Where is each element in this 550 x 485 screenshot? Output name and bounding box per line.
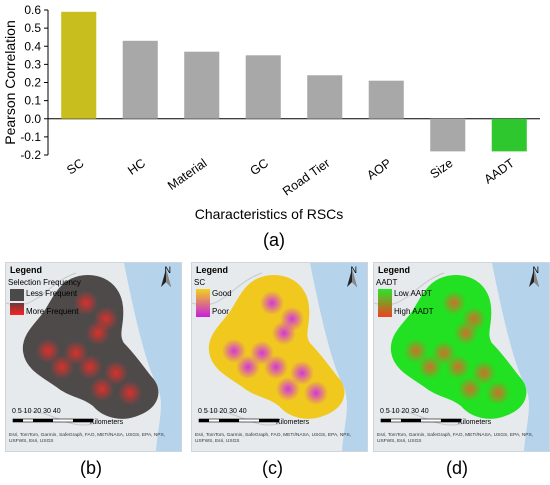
legend-item-good: Good (212, 289, 232, 298)
hotspot (446, 355, 470, 379)
bar (491, 118, 527, 152)
map-selection-frequency (6, 263, 181, 451)
map-panel-selection-frequency: Legend Selection Frequency Less Frequent… (5, 262, 182, 452)
bar (184, 51, 220, 119)
hotspot (472, 361, 496, 385)
legend-subtitle: Selection Frequency (8, 278, 81, 287)
hotspot (462, 307, 486, 331)
bar (307, 75, 343, 119)
y-tick-label: 0.5 (24, 21, 41, 35)
scale-bar (380, 418, 462, 423)
x-tick-label: Size (428, 156, 456, 181)
scale-unit: Kilometers (458, 419, 492, 426)
hotspot (118, 381, 142, 405)
hotspot (304, 381, 328, 405)
bar (61, 11, 97, 119)
legend-item-poor: Poor (212, 307, 229, 316)
scale-unit: Kilometers (276, 419, 310, 426)
legend-swatch-gradient (378, 289, 392, 317)
hotspot (90, 377, 114, 401)
map-aadt (374, 263, 549, 451)
panel-label-d: (d) (446, 458, 468, 478)
hotspot (418, 355, 442, 379)
x-tick-label: GC (248, 156, 271, 178)
water-body (492, 263, 549, 451)
north-label: N (532, 265, 540, 275)
y-tick-label: -0.2 (20, 148, 41, 162)
legend-item-more-frequent: More Frequent (26, 307, 79, 316)
map-credits: Esri, TomTom, Garmin, SafeGraph, FAO, ME… (9, 433, 166, 444)
x-tick-label: AOP (364, 156, 394, 183)
legend-title: Legend (378, 265, 411, 275)
water-body (310, 263, 367, 451)
scale-numbers: 0 5 10 20 30 40 (12, 408, 61, 415)
bar (368, 80, 404, 119)
hotspot (458, 377, 482, 401)
bar-chart: -0.2 -0.1 0.0 0.1 0.2 0.3 0.4 0.5 0.6 SC HC Materia… (2, 3, 540, 222)
hotspot (236, 355, 260, 379)
y-tick-label: 0.2 (24, 76, 41, 90)
scale-bar (12, 418, 94, 423)
legend-swatch-gradient (196, 289, 210, 317)
map-panel-aadt: Legend AADT Low AADT High AADT N 0 5 10 … (373, 262, 550, 452)
legend-subtitle: AADT (376, 278, 398, 287)
north-arrow-icon (529, 269, 539, 287)
hotspot (290, 361, 314, 385)
bar (430, 118, 466, 152)
x-tick-label: SC (64, 156, 86, 177)
x-tick-label: Road Tier (280, 156, 332, 199)
hotspot (104, 361, 128, 385)
hotspot (264, 355, 288, 379)
north-arrow-icon (161, 269, 171, 287)
map-panel-sc: Legend SC Good Poor N 0 5 10 20 30 40 Ki… (191, 262, 368, 452)
panel-label-c: (c) (262, 458, 283, 478)
hotspot (280, 307, 304, 331)
panel-label-a: (a) (263, 230, 285, 250)
x-tick-label: AADT (482, 156, 518, 187)
y-tick-label: 0.6 (24, 3, 41, 17)
y-tick-label: -0.1 (20, 130, 41, 144)
north-label: N (350, 265, 358, 275)
scale-bar (198, 418, 280, 423)
water-body (124, 263, 181, 451)
hotspot (276, 377, 300, 401)
legend-item-less-frequent: Less Frequent (26, 289, 78, 298)
hotspot (36, 339, 60, 363)
x-tick-label: HC (125, 156, 148, 178)
y-axis-label: Pearson Correlation (2, 20, 18, 145)
hotspot (78, 355, 102, 379)
legend-title: Legend (10, 265, 43, 275)
hotspot (260, 291, 284, 315)
hotspot (222, 339, 246, 363)
legend-subtitle: SC (194, 278, 206, 287)
hotspot (94, 307, 118, 331)
hotspot (74, 291, 98, 315)
y-tick-label: 0.1 (24, 94, 41, 108)
hotspot (442, 291, 466, 315)
panel-label-b: (b) (80, 458, 102, 478)
bar (122, 40, 158, 119)
north-arrow-icon (347, 269, 357, 287)
y-tick-label: 0.4 (24, 39, 41, 53)
legend-swatch-less (10, 289, 24, 301)
map-credits: Esri, TomTom, Garmin, SafeGraph, FAO, ME… (377, 433, 534, 444)
scale-unit: Kilometers (90, 419, 124, 426)
map-credits: Esri, TomTom, Garmin, SafeGraph, FAO, ME… (195, 433, 352, 444)
y-tick-label: 0.0 (24, 112, 41, 126)
scale-numbers: 0 5 10 20 30 40 (380, 408, 429, 415)
x-tick-label: Material (165, 156, 209, 193)
hotspot (50, 355, 74, 379)
legend-swatch-more (10, 303, 24, 315)
y-tick-label: 0.3 (24, 57, 41, 71)
bar (245, 55, 281, 119)
legend-item-low-aadt: Low AADT (394, 289, 432, 298)
north-label: N (164, 265, 172, 275)
x-axis-label: Characteristics of RSCs (195, 206, 344, 222)
legend-item-high-aadt: High AADT (394, 307, 434, 316)
hotspot (486, 381, 510, 405)
legend-title: Legend (196, 265, 229, 275)
scale-numbers: 0 5 10 20 30 40 (198, 408, 247, 415)
hotspot (404, 339, 428, 363)
